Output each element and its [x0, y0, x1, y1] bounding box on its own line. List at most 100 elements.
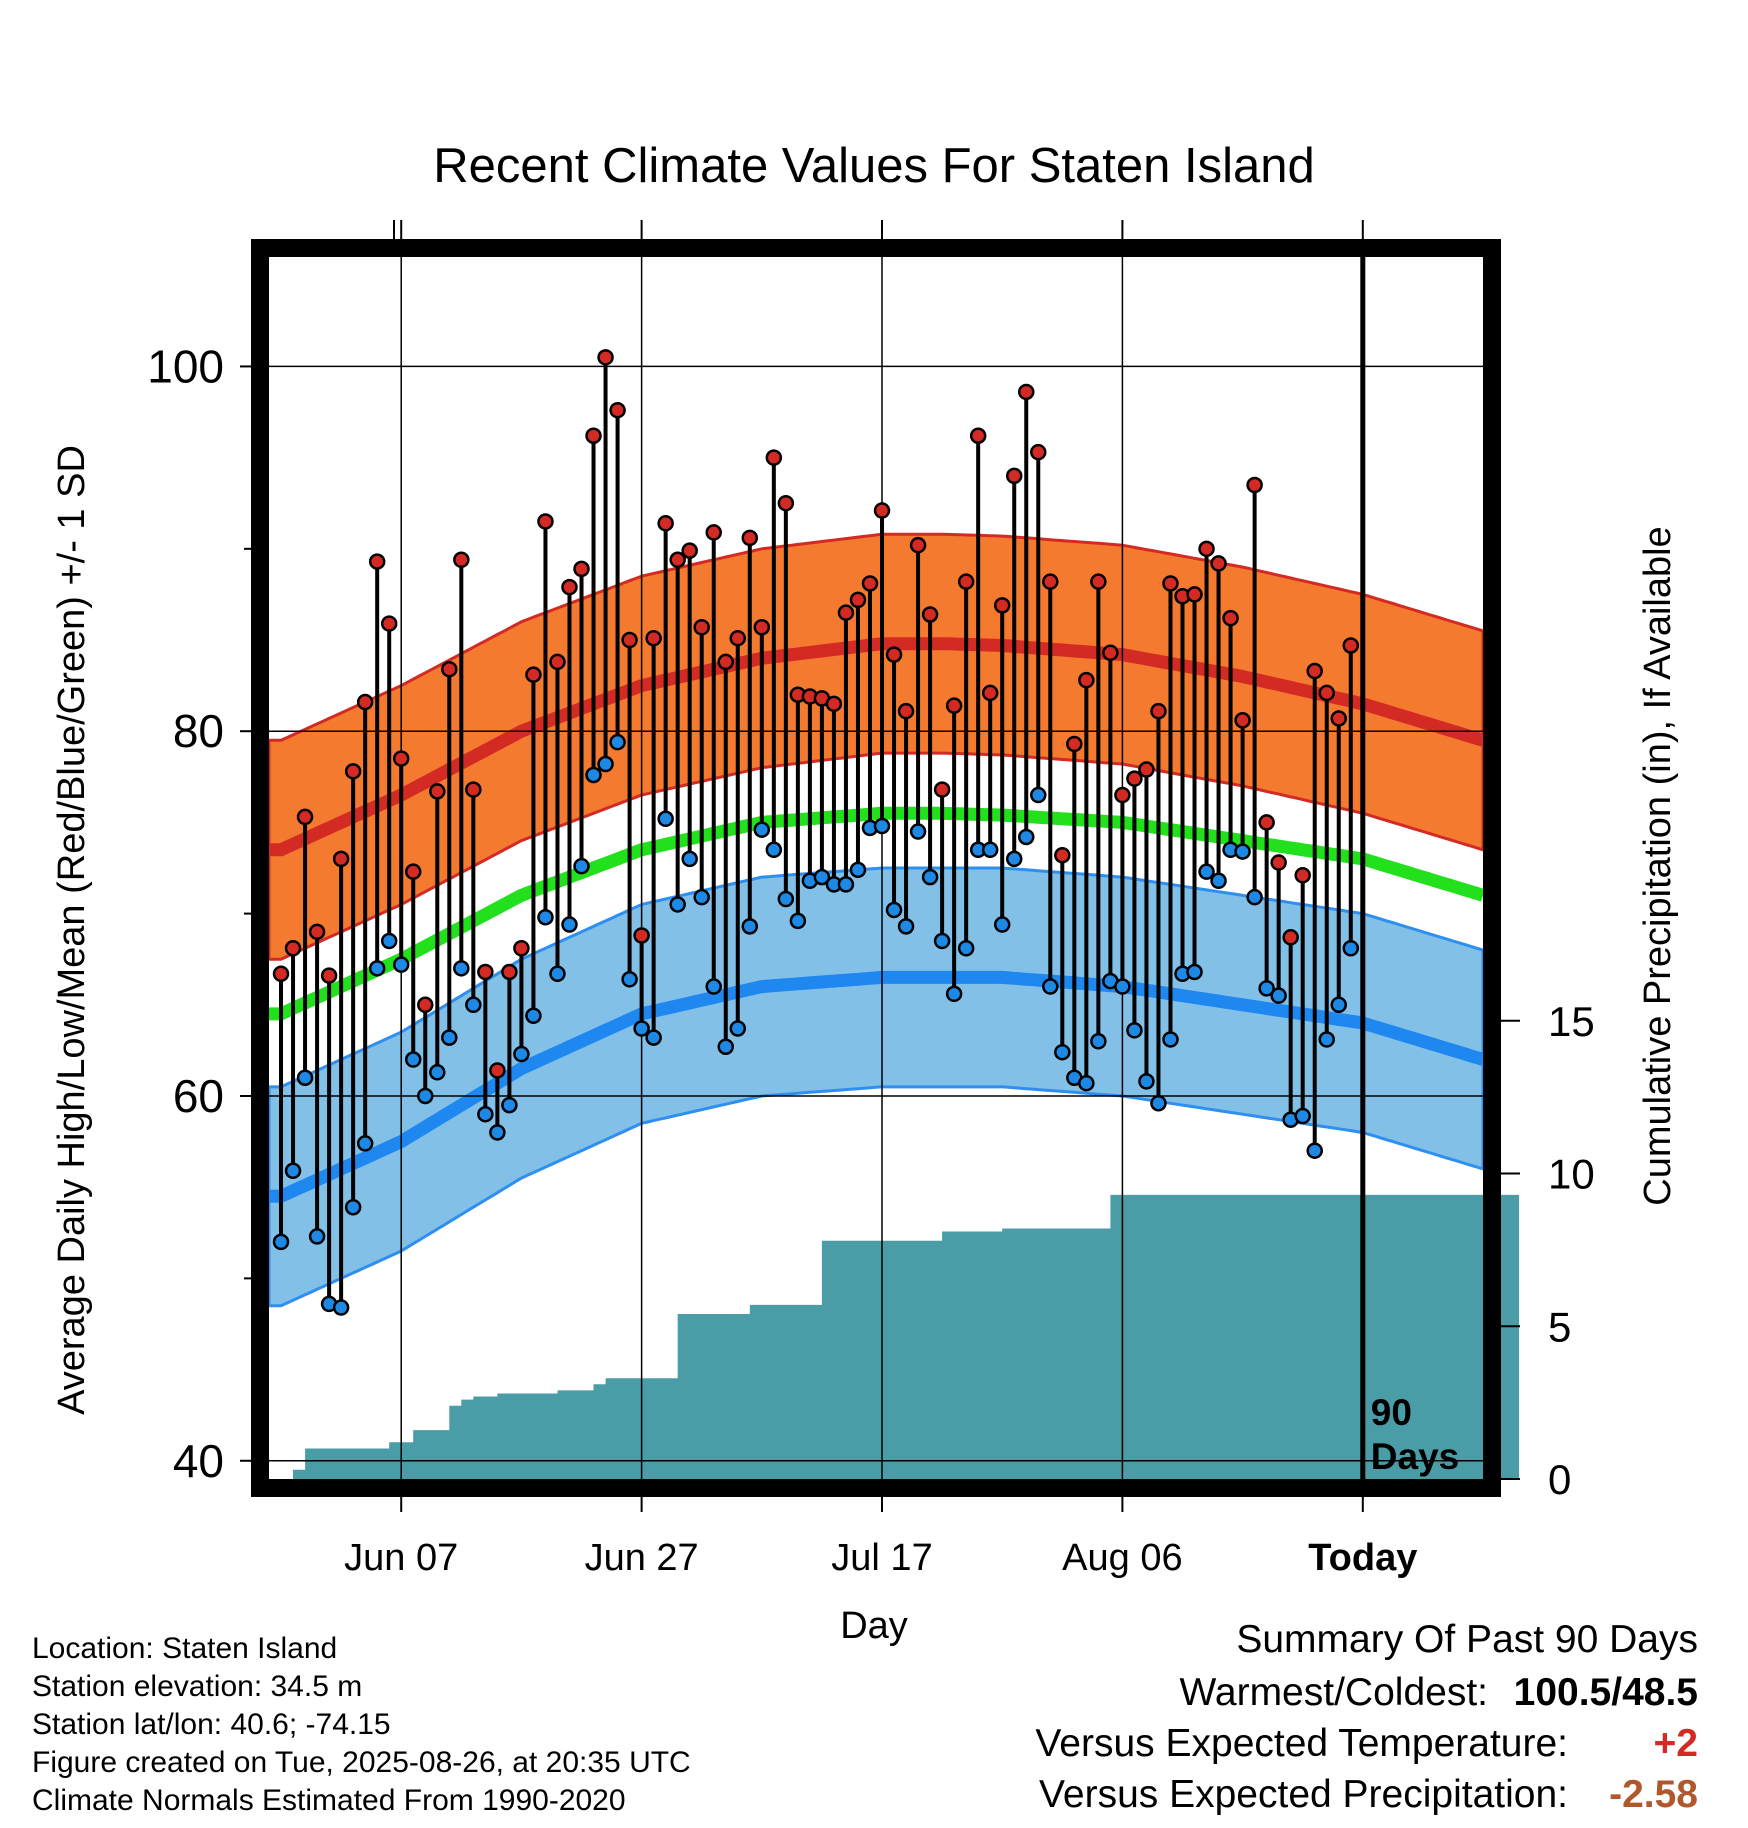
low-point [525, 1007, 542, 1024]
latlon-text: Station lat/lon: 40.6; -74.15 [32, 1708, 391, 1741]
y2-tick-label: 15 [1548, 998, 1595, 1045]
high-point [1005, 467, 1023, 485]
high-point [1246, 476, 1263, 494]
low-point [609, 733, 626, 751]
low-point [1054, 1043, 1071, 1061]
high-point [1306, 662, 1323, 680]
high-point [837, 604, 855, 621]
summary-title: Summary Of Past 90 Days [1236, 1618, 1698, 1661]
precipitation-cumulative [281, 1194, 1520, 1479]
low-point [681, 850, 698, 868]
high-point [957, 573, 975, 590]
created-text: Figure created on Tue, 2025-08-26, at 20… [32, 1746, 691, 1779]
mean-normal-line [269, 806, 1485, 1021]
low-point [344, 1198, 362, 1216]
low-point [284, 1162, 302, 1180]
high-point [1030, 443, 1047, 461]
x-tick-label: Aug 06 [1062, 1537, 1182, 1579]
high-point [741, 529, 759, 547]
high-point [945, 697, 963, 714]
y2-axis-label: Cumulative Precipitation (in), If Availa… [1637, 526, 1679, 1205]
high-point [441, 660, 458, 678]
high-point [465, 781, 482, 798]
high-point [993, 597, 1011, 614]
high-point [621, 631, 638, 649]
high-point [489, 1062, 506, 1079]
low-point [1150, 1095, 1167, 1112]
high-point [356, 693, 374, 711]
high-point [885, 646, 903, 663]
high-point [861, 575, 879, 592]
low-point [441, 1029, 458, 1046]
marker-label-line: 90 [1371, 1392, 1412, 1433]
station-info: Location: Staten Island Station elevatio… [32, 1634, 691, 1824]
high-point [1198, 540, 1215, 558]
low-point [633, 1020, 650, 1037]
high-point [1042, 573, 1059, 590]
high-point [1294, 867, 1311, 884]
high-point [897, 702, 915, 720]
low-point [789, 912, 807, 930]
low-point [621, 971, 638, 988]
high-point [561, 578, 578, 596]
y-axis-label: Average Daily High/Low/Mean (Red/Blue/Gr… [51, 445, 93, 1415]
location-text: Location: Staten Island [32, 1632, 338, 1665]
normals-text: Climate Normals Estimated From 1990-2020 [32, 1784, 626, 1817]
high-point [1114, 786, 1131, 804]
low-point [272, 1233, 290, 1251]
low-point [1138, 1073, 1155, 1090]
x-tick-label: Jul 17 [831, 1537, 932, 1579]
precipitation-area [281, 1194, 1520, 1479]
low-point [296, 1069, 314, 1086]
low-point [1090, 1033, 1107, 1050]
high-point [597, 349, 614, 366]
low-point [1017, 828, 1035, 846]
low-point [1270, 987, 1287, 1004]
high-point [573, 560, 590, 578]
y2-tick-label: 5 [1548, 1303, 1571, 1350]
low-point [777, 890, 795, 908]
high-point [705, 524, 722, 541]
high-point [873, 502, 891, 519]
high-point [320, 967, 338, 984]
low-point [1258, 980, 1275, 997]
high-point [1017, 383, 1035, 401]
low-point [837, 876, 855, 893]
high-point [477, 963, 494, 981]
high-point [525, 666, 542, 683]
low-point [1162, 1031, 1179, 1048]
low-point [705, 978, 722, 995]
low-point [1005, 850, 1023, 868]
high-point [921, 606, 939, 623]
high-point [1078, 671, 1095, 689]
plot-frame [251, 239, 1501, 1497]
high-point [933, 781, 951, 798]
high-point [1186, 586, 1203, 603]
high-point [1210, 555, 1227, 572]
low-point [729, 1020, 747, 1037]
temp-label: Versus Expected Temperature: [1035, 1722, 1568, 1765]
high-point [1162, 575, 1179, 592]
low-point [921, 868, 939, 886]
x-tick-label: Jun 27 [585, 1537, 699, 1579]
low-point [717, 1038, 735, 1055]
low-point [981, 841, 999, 859]
grid-lines [269, 257, 1483, 1479]
high-point [825, 695, 843, 713]
high-point [645, 629, 662, 647]
low-point [1294, 1107, 1311, 1125]
high-point [1342, 637, 1360, 654]
high-point [1066, 735, 1083, 753]
high-point [1138, 761, 1155, 778]
high-point [609, 401, 626, 419]
low-point [453, 960, 470, 977]
high-point [308, 923, 326, 941]
high-point [417, 996, 434, 1014]
low-point [597, 755, 614, 773]
low-point [645, 1029, 662, 1046]
low-point [1126, 1022, 1143, 1039]
low-normal-line [269, 970, 1485, 1203]
low-point [849, 861, 867, 879]
low-point [1234, 843, 1251, 860]
